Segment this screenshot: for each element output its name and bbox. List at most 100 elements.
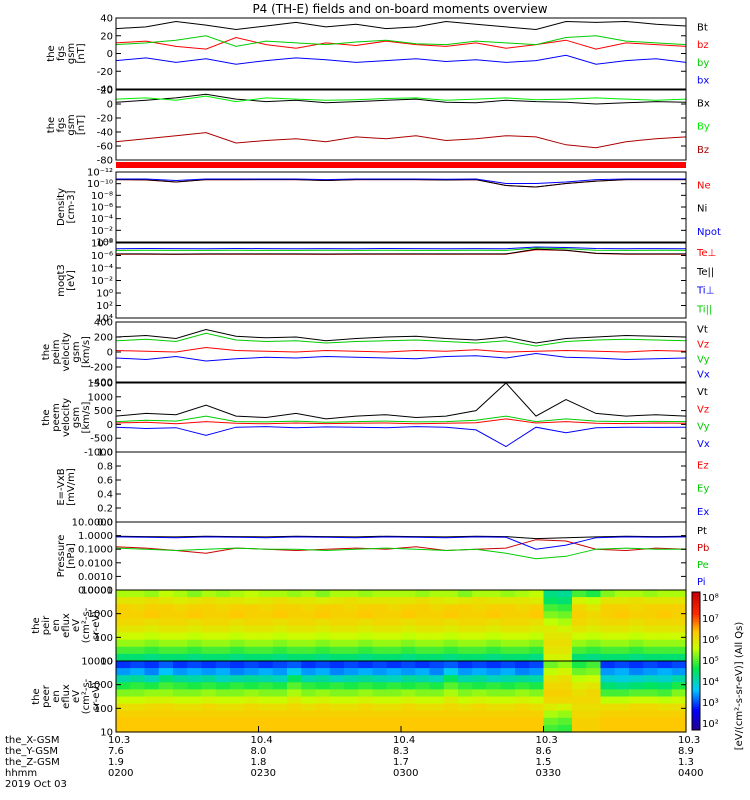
y-axis-label-line: gsm — [71, 407, 82, 428]
heatmap-cell — [643, 661, 659, 669]
heatmap-cell — [543, 717, 559, 726]
heatmap-cell — [372, 703, 388, 712]
red-flag-bar — [116, 162, 686, 168]
colorbar-cell — [692, 720, 700, 724]
colorbar-tick-label: 10⁵ — [702, 656, 719, 667]
colorbar-cell — [692, 635, 700, 639]
heatmap-cell — [572, 611, 587, 619]
heatmap-cell — [244, 668, 260, 676]
heatmap-cell — [158, 717, 174, 726]
heatmap-cell — [258, 717, 274, 726]
heatmap-cell — [515, 646, 530, 655]
heatmap-cell — [458, 661, 473, 669]
colorbar-cell — [692, 695, 700, 699]
heatmap-cell — [486, 653, 502, 662]
heatmap-cell — [116, 646, 131, 655]
series-line-Vy — [115, 415, 687, 423]
heatmap-cell — [458, 632, 473, 641]
heatmap-cell — [486, 696, 502, 705]
heatmap-cell — [386, 604, 402, 612]
heatmap-cell — [557, 682, 573, 690]
heatmap-cell — [344, 632, 359, 641]
heatmap-cell — [486, 597, 502, 605]
heatmap-cell — [401, 710, 416, 719]
heatmap-cell — [500, 717, 516, 726]
heatmap-cell — [671, 696, 687, 705]
ephem-x-value: 10.4 — [393, 735, 415, 746]
y-tick-label: 0.4 — [97, 490, 113, 501]
colorbar-cell — [692, 665, 700, 669]
heatmap-cell — [643, 724, 659, 733]
heatmap-cell — [258, 646, 274, 655]
heatmap-cell — [201, 724, 217, 733]
y-tick-label: 10⁻⁴ — [91, 214, 113, 225]
heatmap-cell — [643, 632, 659, 641]
heatmap-cell — [215, 611, 231, 619]
y-tick-label: 0.0001 — [78, 586, 113, 597]
heatmap-cell — [372, 724, 388, 733]
heatmap-cell — [600, 625, 616, 634]
y-tick-label: 1.0000 — [78, 531, 113, 542]
heatmap-cell — [629, 696, 644, 705]
heatmap-cell — [230, 703, 245, 712]
y-axis-label-line: [mV/m] — [66, 468, 77, 506]
heatmap-cell — [144, 590, 160, 598]
heatmap-cell — [629, 675, 644, 683]
heatmap-cell — [629, 717, 644, 726]
heatmap-cell — [472, 661, 488, 669]
heatmap-cell — [301, 653, 317, 662]
heatmap-cell — [272, 625, 288, 634]
heatmap-cell — [144, 618, 160, 627]
heatmap-cell — [629, 604, 644, 612]
heatmap-cell — [287, 611, 302, 619]
heatmap-cell — [415, 625, 431, 634]
heatmap-cell — [515, 611, 530, 619]
heatmap-cell — [344, 717, 359, 726]
heatmap-cell — [187, 632, 203, 641]
heatmap-cell — [572, 668, 587, 676]
heatmap-cell — [244, 717, 260, 726]
heatmap-cell — [629, 653, 644, 662]
heatmap-cell — [429, 590, 445, 598]
heatmap-cell — [443, 661, 459, 669]
heatmap-cell — [301, 710, 317, 719]
heatmap-cell — [301, 724, 317, 733]
heatmap-cell — [600, 689, 616, 698]
y-axis-label-line: fgs — [56, 117, 67, 132]
heatmap-cell — [130, 675, 146, 683]
heatmap-cell — [158, 646, 174, 655]
series-line-Ti⊥ — [115, 246, 687, 250]
heatmap-cell — [329, 611, 345, 619]
heatmap-cell — [401, 632, 416, 641]
heatmap-cell — [472, 696, 488, 705]
heatmap-cell — [230, 724, 245, 733]
heatmap-cell — [614, 689, 630, 698]
heatmap-cell — [429, 611, 445, 619]
heatmap-cell — [329, 696, 345, 705]
y-tick-label: -20 — [97, 67, 113, 78]
heatmap-cell — [287, 696, 302, 705]
heatmap-cell — [600, 590, 616, 598]
heatmap-cell — [315, 703, 331, 712]
y-axis-label-line: gsm — [66, 43, 77, 64]
heatmap-cell — [230, 618, 245, 627]
heatmap-cell — [386, 689, 402, 698]
heatmap-cell — [344, 696, 359, 705]
heatmap-cell — [315, 675, 331, 683]
heatmap-cell — [643, 618, 659, 627]
heatmap-cell — [671, 710, 687, 719]
y-tick-label: 10 — [100, 728, 113, 739]
heatmap-cell — [472, 653, 488, 662]
heatmap-cell — [315, 661, 331, 669]
heatmap-cell — [301, 717, 317, 726]
heatmap-cell — [258, 696, 274, 705]
y-tick-label: 10 — [100, 657, 113, 668]
heatmap-cell — [515, 604, 530, 612]
legend-Vt: Vt — [697, 387, 708, 398]
colorbar-cell — [692, 638, 700, 641]
heatmap-cell — [401, 661, 416, 669]
heatmap-cell — [458, 717, 473, 726]
heatmap-cell — [443, 724, 459, 733]
heatmap-cell — [315, 696, 331, 705]
